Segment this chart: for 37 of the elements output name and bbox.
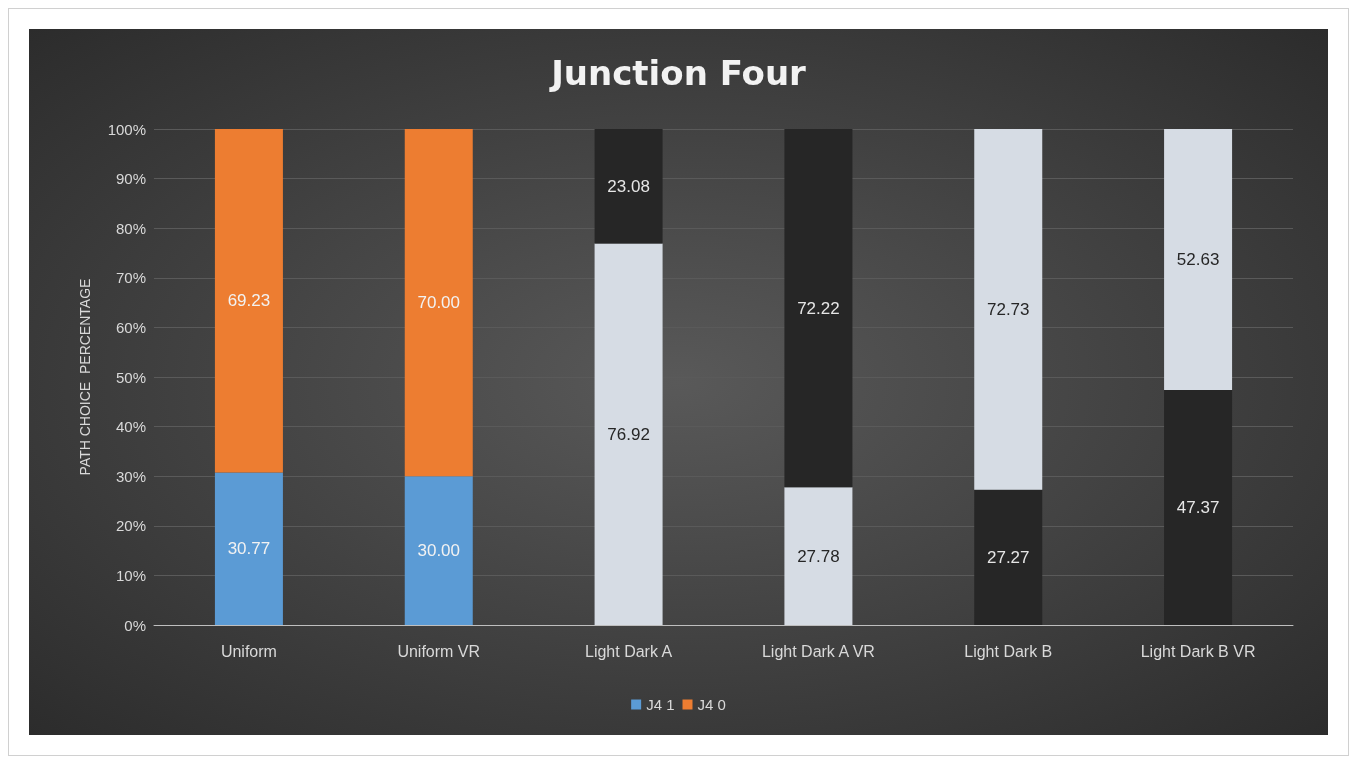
- bar: [214, 129, 283, 473]
- x-tick-label: Light Dark B VR: [1140, 642, 1256, 660]
- y-tick-label: 10%: [115, 566, 146, 584]
- y-tick-label: 20%: [115, 517, 146, 535]
- data-label: 70.00: [417, 293, 461, 313]
- data-label: 52.63: [1176, 250, 1220, 270]
- y-tick-label: 70%: [115, 269, 146, 287]
- y-tick-label: 100%: [107, 120, 146, 138]
- bar: [404, 129, 473, 477]
- chart-title: Junction Four: [549, 53, 807, 93]
- data-label: 72.73: [986, 299, 1030, 319]
- data-label: 30.77: [227, 539, 271, 559]
- data-label: 23.08: [607, 176, 650, 196]
- x-tick-label: Uniform: [220, 642, 277, 660]
- data-label: 27.78: [797, 546, 840, 566]
- x-tick-label: Light Dark B: [964, 642, 1053, 660]
- legend-label: J4 0: [697, 696, 726, 713]
- data-label: 69.23: [227, 291, 271, 311]
- y-axis-title: PATH CHOICE PERCENTAGE: [77, 278, 93, 476]
- y-tick-label: 30%: [115, 467, 146, 485]
- legend-label: J4 1: [646, 696, 675, 713]
- y-tick-label: 80%: [115, 219, 146, 237]
- x-tick-label: Light Dark A VR: [761, 642, 875, 660]
- y-tick-label: 60%: [115, 318, 146, 336]
- data-label: 76.92: [607, 424, 650, 444]
- bar: [214, 472, 283, 625]
- bar: [404, 476, 473, 625]
- y-tick-label: 0%: [124, 616, 146, 634]
- y-tick-label: 50%: [115, 368, 146, 386]
- data-label: 47.37: [1176, 498, 1220, 518]
- y-tick-label: 90%: [115, 170, 146, 188]
- data-label: 27.27: [986, 547, 1030, 567]
- x-tick-label: Light Dark A: [585, 642, 673, 660]
- y-tick-label: 40%: [115, 418, 146, 436]
- data-label: 72.22: [797, 298, 840, 318]
- data-label: 30.00: [417, 541, 461, 561]
- x-tick-label: Uniform VR: [397, 642, 481, 660]
